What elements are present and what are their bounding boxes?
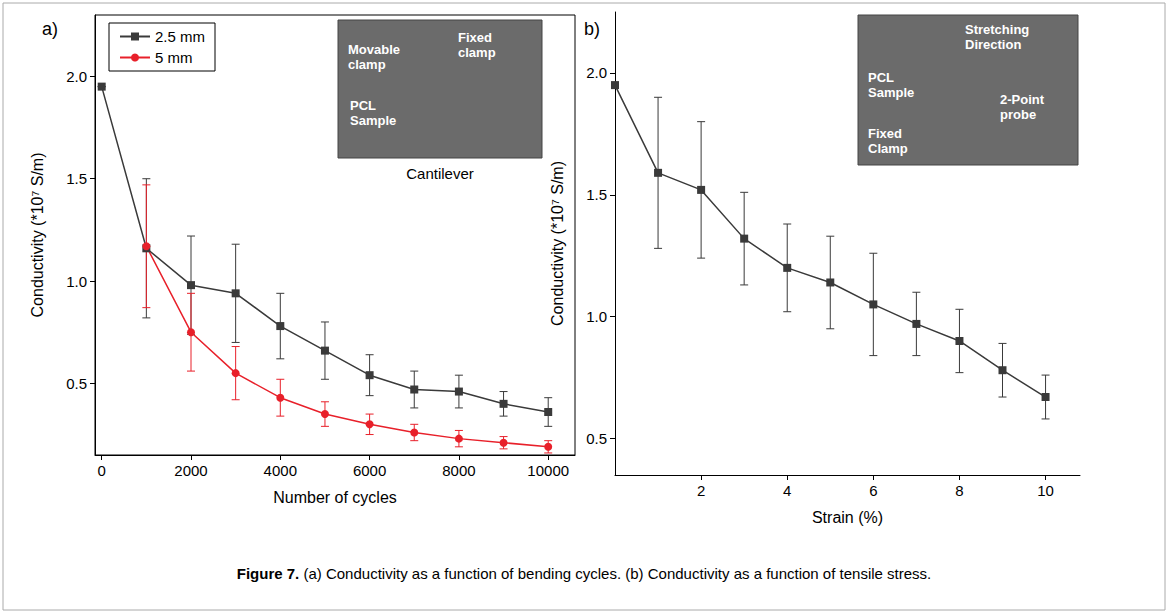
svg-text:Cantilever: Cantilever xyxy=(406,165,474,182)
svg-text:2-Point: 2-Point xyxy=(1000,92,1045,107)
svg-text:2: 2 xyxy=(697,482,705,499)
svg-text:6: 6 xyxy=(869,482,877,499)
svg-text:a): a) xyxy=(42,19,58,39)
svg-text:8: 8 xyxy=(955,482,963,499)
svg-text:0.5: 0.5 xyxy=(66,375,87,392)
svg-text:2.5 mm: 2.5 mm xyxy=(155,28,205,45)
svg-text:5 mm: 5 mm xyxy=(155,49,193,66)
svg-text:b): b) xyxy=(584,19,600,39)
svg-text:clamp: clamp xyxy=(458,45,496,60)
svg-text:6000: 6000 xyxy=(353,462,386,479)
svg-text:1.0: 1.0 xyxy=(66,273,87,290)
svg-text:4000: 4000 xyxy=(264,462,297,479)
svg-text:2.0: 2.0 xyxy=(66,68,87,85)
svg-text:Conductivity (*10⁷ S/m): Conductivity (*10⁷ S/m) xyxy=(29,153,46,318)
svg-text:10000: 10000 xyxy=(527,462,569,479)
svg-text:Sample: Sample xyxy=(350,113,396,128)
svg-text:PCL: PCL xyxy=(350,98,376,113)
svg-text:PCL: PCL xyxy=(868,70,894,85)
svg-text:(a) Conductivity as a function: (a) Conductivity as a function of bendin… xyxy=(299,565,931,582)
svg-text:Sample: Sample xyxy=(868,85,914,100)
svg-text:Direction: Direction xyxy=(965,37,1021,52)
svg-text:Figure 7.: Figure 7. xyxy=(237,565,300,582)
svg-text:10: 10 xyxy=(1037,482,1054,499)
svg-text:clamp: clamp xyxy=(348,57,386,72)
svg-text:Clamp: Clamp xyxy=(868,141,908,156)
svg-text:0: 0 xyxy=(98,462,106,479)
svg-text:Movable: Movable xyxy=(348,42,400,57)
svg-text:Fixed: Fixed xyxy=(458,30,492,45)
svg-text:Fixed: Fixed xyxy=(868,126,902,141)
svg-text:2.0: 2.0 xyxy=(586,64,607,81)
svg-text:probe: probe xyxy=(1000,107,1036,122)
svg-text:Conductivity (*10⁷ S/m): Conductivity (*10⁷ S/m) xyxy=(549,161,566,326)
svg-text:4: 4 xyxy=(783,482,791,499)
svg-text:Number of cycles: Number of cycles xyxy=(273,489,397,506)
svg-text:1.5: 1.5 xyxy=(66,170,87,187)
svg-text:8000: 8000 xyxy=(442,462,475,479)
svg-text:Strain (%): Strain (%) xyxy=(812,509,883,526)
svg-text:Stretching: Stretching xyxy=(965,22,1029,37)
svg-text:0.5: 0.5 xyxy=(586,430,607,447)
svg-text:1.0: 1.0 xyxy=(586,308,607,325)
svg-text:1.5: 1.5 xyxy=(586,186,607,203)
svg-text:2000: 2000 xyxy=(174,462,207,479)
